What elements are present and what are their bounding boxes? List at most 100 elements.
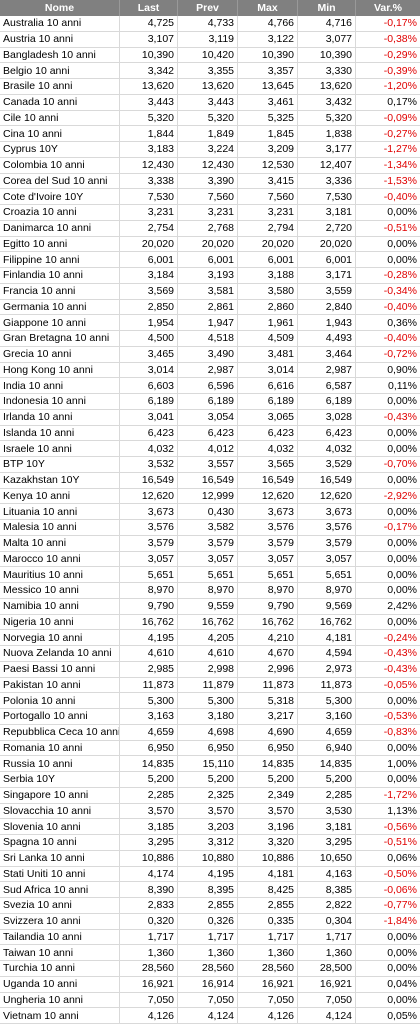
value-cell: 3,181	[298, 819, 356, 834]
name-cell: BTP 10Y	[0, 457, 120, 472]
table-row: Malta 10 anni 3,579 3,579 3,579 3,579 0,00%	[0, 535, 420, 552]
name-cell: Egitto 10 anni	[0, 236, 120, 252]
table-row: Cile 10 anni 5,320 5,320 5,325 5,320 -0,09%	[0, 110, 420, 127]
value-cell: 4,766	[238, 16, 298, 31]
value-cell: 3,461	[238, 94, 298, 110]
value-cell: -0,43%	[383, 411, 417, 424]
value-cell: 3,054	[178, 409, 238, 425]
value-cell: 16,921	[298, 976, 356, 992]
value-cell: 6,001	[298, 252, 356, 267]
table-row: Spagna 10 anni 3,295 3,312 3,320 3,295 -0,51%	[0, 835, 420, 851]
value-cell: 0,00%	[387, 584, 417, 597]
table-row: Egitto 10 anni 20,020 20,020 20,020 20,020 0,…	[0, 236, 420, 253]
value-cell: 2,850	[120, 299, 178, 315]
value-cell: 0,00%	[387, 741, 417, 754]
name-cell: Nigeria 10 anni	[0, 614, 120, 630]
header-cell: Max	[238, 0, 298, 16]
value-cell: 0,00%	[387, 505, 417, 518]
table-row: Slovenia 10 anni 3,185 3,203 3,196 3,181 -0,5…	[0, 819, 420, 835]
table-row: Cyprus 10Y 3,183 3,224 3,209 3,177 -1,27%	[0, 142, 420, 158]
value-cell: 1,943	[298, 315, 356, 330]
name-cell: Filippine 10 anni	[0, 252, 120, 267]
name-cell: Hong Kong 10 anni	[0, 362, 120, 378]
table-row: Taiwan 10 anni 1,360 1,360 1,360 1,360 0,00%	[0, 945, 420, 961]
value-cell: -1,20%	[383, 80, 417, 93]
table-row: Hong Kong 10 anni 3,014 2,987 3,014 2,987 0,9…	[0, 362, 420, 379]
header-cell: Min	[298, 0, 356, 16]
value-cell: 6,189	[238, 394, 298, 409]
value-cell: 2,720	[298, 220, 356, 236]
value-cell: 2,987	[298, 362, 356, 378]
header-cell: Prev	[178, 0, 238, 16]
value-cell: 6,950	[178, 740, 238, 756]
value-cell: 4,493	[298, 331, 356, 346]
value-cell: 0,00%	[387, 442, 417, 455]
name-cell: Francia 10 anni	[0, 283, 120, 299]
value-cell: 8,970	[298, 583, 356, 598]
value-cell: 11,879	[178, 677, 238, 693]
value-cell: 12,999	[178, 488, 238, 504]
value-cell: 0,00%	[387, 946, 417, 959]
name-cell: Danimarca 10 anni	[0, 220, 120, 236]
value-cell: 2,822	[298, 898, 356, 913]
name-cell: Sud Africa 10 anni	[0, 882, 120, 897]
value-cell: 10,886	[238, 850, 298, 866]
table-row: Marocco 10 anni 3,057 3,057 3,057 3,057 0,00%	[0, 551, 420, 568]
value-cell: 3,041	[120, 409, 178, 425]
value-cell: 4,124	[178, 1008, 238, 1023]
value-cell: 5,651	[238, 567, 298, 582]
table-row: Cina 10 anni 1,844 1,849 1,845 1,838 -0,27%	[0, 126, 420, 142]
value-cell: 20,020	[178, 236, 238, 252]
value-cell: 3,570	[120, 803, 178, 819]
name-cell: Canada 10 anni	[0, 94, 120, 110]
value-cell: 0,00%	[387, 993, 417, 1006]
value-cell: 0,05%	[387, 1009, 417, 1022]
name-cell: Svizzera 10 anni	[0, 913, 120, 929]
name-cell: Paesi Bassi 10 anni	[0, 661, 120, 677]
value-cell: -1,34%	[383, 159, 417, 172]
value-cell: 16,549	[298, 472, 356, 488]
value-cell: 4,032	[238, 441, 298, 456]
value-cell: 0,00%	[387, 206, 417, 219]
value-cell: 16,762	[298, 614, 356, 630]
value-cell: 3,122	[238, 31, 298, 47]
value-cell: -0,06%	[383, 883, 417, 896]
value-cell: 7,530	[120, 189, 178, 204]
value-cell: 4,032	[298, 441, 356, 456]
value-cell: 12,620	[120, 488, 178, 504]
table-row: Croazia 10 anni 3,231 3,231 3,231 3,181 0,00%	[0, 205, 420, 221]
table-row: Gran Bretagna 10 anni 4,500 4,518 4,509 4,49…	[0, 331, 420, 347]
name-cell: Australia 10 anni	[0, 16, 120, 31]
name-cell: Svezia 10 anni	[0, 898, 120, 913]
value-cell: 0,00%	[387, 395, 417, 408]
name-cell: Polonia 10 anni	[0, 693, 120, 708]
value-cell: 3,581	[178, 283, 238, 299]
name-cell: India 10 anni	[0, 378, 120, 393]
value-cell: 2,285	[120, 787, 178, 803]
value-cell: 5,200	[120, 772, 178, 787]
value-cell: 1,717	[178, 929, 238, 945]
value-cell: 3,177	[298, 142, 356, 157]
table-row: Lituania 10 anni 3,673 0,430 3,673 3,673 0,00…	[0, 504, 420, 520]
name-cell: Austria 10 anni	[0, 31, 120, 47]
value-cell: -0,34%	[383, 285, 417, 298]
value-cell: 4,210	[238, 630, 298, 645]
value-cell: 3,295	[120, 835, 178, 850]
value-cell: -0,27%	[383, 127, 417, 140]
value-cell: 2,987	[178, 362, 238, 378]
value-cell: 1,360	[178, 945, 238, 960]
table-row: Brasile 10 anni 13,620 13,620 13,645 13,620-…	[0, 79, 420, 95]
name-cell: Gran Bretagna 10 anni	[0, 331, 120, 346]
value-cell: 3,579	[178, 535, 238, 551]
value-cell: 6,189	[298, 394, 356, 409]
value-cell: 7,050	[178, 992, 238, 1008]
value-cell: -0,39%	[383, 64, 417, 77]
value-cell: 0,36%	[387, 316, 417, 329]
value-cell: 2,985	[120, 661, 178, 677]
value-cell: 6,423	[178, 425, 238, 441]
value-cell: 3,057	[178, 551, 238, 567]
value-cell: 3,464	[298, 346, 356, 362]
value-cell: 28,560	[120, 961, 178, 976]
value-cell: 2,860	[238, 299, 298, 315]
value-cell: 1,717	[238, 929, 298, 945]
